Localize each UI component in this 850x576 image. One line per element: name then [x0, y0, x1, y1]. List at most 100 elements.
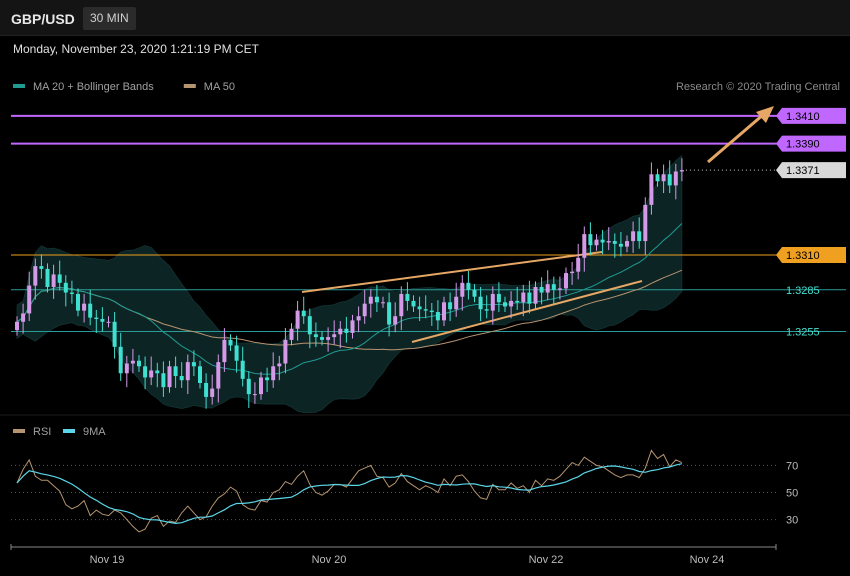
candle-body — [478, 296, 483, 310]
candle-body — [338, 328, 343, 335]
candle-body — [149, 370, 154, 378]
forecast-arrow-head — [756, 106, 774, 123]
candle-body — [417, 306, 422, 310]
candle-body — [191, 362, 196, 367]
candle-body — [51, 274, 56, 287]
candle-body — [326, 337, 331, 340]
candle-body — [307, 316, 312, 335]
candle-body — [167, 366, 172, 388]
candle-body — [411, 300, 416, 307]
candle-body — [606, 241, 611, 243]
candle-body — [649, 174, 654, 205]
candle-body — [551, 284, 556, 290]
candle-body — [57, 274, 62, 283]
candle-body — [118, 346, 123, 374]
candle-body — [106, 321, 111, 323]
candle-body — [246, 378, 251, 395]
candle-body — [661, 174, 666, 182]
price-tag-1.3371 — [776, 162, 846, 179]
top-bar: GBP/USD 30 MIN — [0, 0, 850, 36]
candle-body — [496, 293, 501, 303]
candle-body — [21, 313, 26, 322]
x-tick-label: Nov 24 — [690, 554, 725, 566]
rsi-legend-label: RSI — [33, 426, 51, 438]
rsi-legend: RSI 9MA — [13, 426, 106, 438]
candle-body — [472, 289, 477, 297]
candle-body — [234, 345, 239, 361]
rsi-ma-legend-label: 9MA — [83, 426, 106, 438]
main-panel: 1.3410 1.3390 1.3371 1.3310 1.3285 1.3255 — [11, 106, 846, 414]
rsi-ma-line — [16, 463, 683, 525]
candle-body — [76, 293, 80, 311]
candle-body — [557, 288, 562, 290]
candle-body — [405, 293, 410, 301]
candle-body — [161, 373, 166, 388]
candle-body — [265, 377, 270, 381]
price-tag-1.3310 — [776, 246, 846, 263]
candle-body — [88, 303, 93, 318]
price-tag-label: 1.3390 — [786, 139, 820, 151]
candle-body — [368, 296, 373, 304]
candle-body — [600, 239, 605, 243]
candle-body — [137, 360, 141, 367]
candle-body — [594, 239, 599, 246]
candle-body — [252, 394, 257, 396]
price-tag-label: 1.3371 — [786, 165, 820, 177]
legend-label: MA 50 — [204, 81, 235, 93]
symbol-label: GBP/USD — [11, 11, 75, 27]
candle-body — [503, 302, 507, 307]
legend-swatch — [183, 84, 196, 88]
candle-body — [429, 310, 434, 313]
x-tick-label: Nov 19 — [90, 554, 125, 566]
candle-body — [466, 282, 471, 290]
candle-body — [612, 241, 617, 244]
rsi-level-label: 50 — [786, 488, 798, 500]
candle-body — [576, 257, 581, 272]
candle-body — [679, 170, 684, 172]
candle-body — [283, 339, 288, 364]
candle-body — [570, 271, 575, 274]
legend-label: MA 20 + Bollinger Bands — [33, 81, 154, 93]
candle-body — [381, 302, 385, 304]
candle-body — [460, 282, 465, 297]
candle-body — [362, 303, 367, 317]
candle-body — [198, 366, 202, 383]
candle-body — [344, 328, 349, 333]
candle-body — [356, 316, 361, 321]
rsi-level-label: 30 — [786, 515, 798, 527]
candle-body — [313, 334, 318, 338]
credit-text: Research © 2020 Trading Central — [676, 81, 840, 93]
candle-body — [15, 321, 19, 331]
rsi-legend-swatch — [13, 429, 25, 433]
candle-body — [521, 292, 526, 303]
rsi-line — [16, 449, 683, 533]
timeframe-button[interactable]: 30 MIN — [83, 7, 136, 30]
candle-body — [564, 273, 568, 289]
candle-body — [155, 370, 160, 374]
candle-body — [393, 316, 398, 325]
candle-body — [448, 302, 453, 310]
price-tag-1.3390 — [776, 135, 846, 152]
upper-trendline — [301, 251, 603, 293]
candle-body — [63, 282, 68, 293]
candle-body — [289, 328, 294, 340]
candle-body — [399, 293, 404, 317]
candle-body — [545, 284, 550, 293]
candle-body — [222, 339, 227, 363]
candle-body — [625, 241, 629, 247]
candle-body — [173, 366, 178, 377]
candle-body — [527, 292, 532, 304]
candle-body — [271, 366, 276, 381]
price-tag-label: 1.3410 — [786, 111, 820, 123]
lower-trendline — [411, 280, 643, 343]
candle-body — [100, 318, 105, 322]
candle-body — [332, 334, 337, 338]
candle-body — [259, 377, 263, 395]
candle-body — [637, 231, 642, 242]
candle-body — [94, 317, 99, 319]
candle-body — [130, 360, 135, 364]
candle-body — [631, 231, 636, 242]
price-tag-1.3410 — [776, 107, 846, 124]
candle-body — [374, 296, 379, 303]
